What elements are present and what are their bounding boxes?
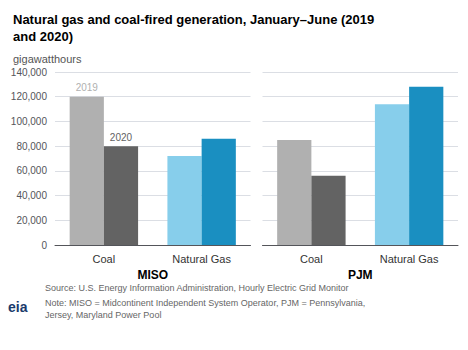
svg-text:2020: 2020	[110, 132, 133, 143]
svg-text:Natural Gas: Natural Gas	[172, 253, 231, 265]
svg-text:Jersey, Maryland Power Pool: Jersey, Maryland Power Pool	[45, 310, 161, 320]
svg-text:MISO: MISO	[137, 268, 168, 282]
svg-text:gigawatthours: gigawatthours	[13, 53, 82, 65]
svg-text:0: 0	[41, 240, 47, 251]
svg-text:40,000: 40,000	[16, 190, 47, 201]
svg-text:and 2020): and 2020)	[13, 29, 73, 44]
svg-text:Note: MISO = Midcontinent Inde: Note: MISO = Midcontinent Independent Sy…	[45, 298, 365, 308]
svg-text:140,000: 140,000	[11, 67, 48, 78]
svg-text:Coal: Coal	[93, 253, 116, 265]
svg-text:Natural Gas: Natural Gas	[380, 253, 439, 265]
svg-text:60,000: 60,000	[16, 165, 47, 176]
svg-text:2019: 2019	[76, 82, 99, 93]
svg-text:Source: U.S. Energy Informatio: Source: U.S. Energy Information Administ…	[45, 283, 349, 293]
svg-text:20,000: 20,000	[16, 215, 47, 226]
svg-text:80,000: 80,000	[16, 141, 47, 152]
svg-text:eia: eia	[8, 299, 28, 315]
svg-text:Natural gas and coal-fired gen: Natural gas and coal-fired generation, J…	[13, 12, 374, 27]
svg-text:Coal: Coal	[300, 253, 323, 265]
svg-text:120,000: 120,000	[11, 91, 48, 102]
svg-text:100,000: 100,000	[11, 116, 48, 127]
svg-text:PJM: PJM	[348, 268, 373, 282]
